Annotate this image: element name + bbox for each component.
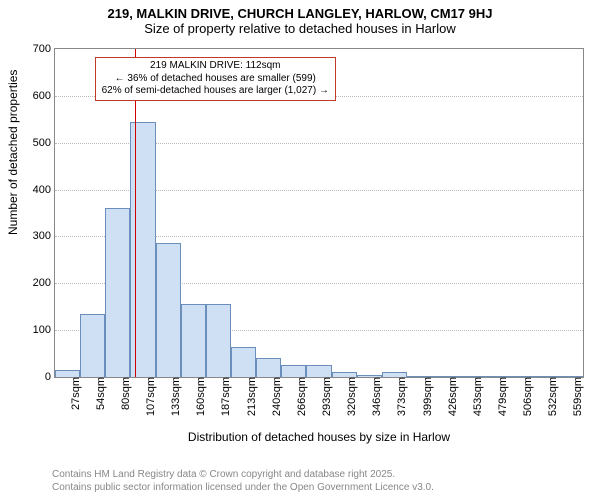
x-tick-label: 240sqm: [269, 377, 283, 416]
y-axis-label: Number of detached properties: [6, 70, 20, 235]
x-tick-label: 187sqm: [218, 377, 232, 416]
histogram-bar: [130, 122, 155, 377]
x-tick-label: 453sqm: [470, 377, 484, 416]
page-title-line1: 219, MALKIN DRIVE, CHURCH LANGLEY, HARLO…: [0, 0, 600, 21]
y-tick-label: 0: [21, 371, 55, 383]
x-tick-label: 426sqm: [445, 377, 459, 416]
histogram-bar: [281, 365, 306, 377]
x-tick-label: 479sqm: [495, 377, 509, 416]
y-tick-label: 400: [21, 184, 55, 196]
x-tick-label: 346sqm: [369, 377, 383, 416]
y-tick-label: 500: [21, 137, 55, 149]
x-tick-label: 293sqm: [319, 377, 333, 416]
plot-area: 010020030040050060070027sqm54sqm80sqm107…: [54, 48, 584, 378]
x-tick-label: 160sqm: [193, 377, 207, 416]
histogram-bar: [55, 370, 80, 377]
x-tick-label: 320sqm: [344, 377, 358, 416]
annotation-line: 219 MALKIN DRIVE: 112sqm: [102, 60, 329, 73]
x-axis-label: Distribution of detached houses by size …: [54, 430, 584, 444]
x-tick-label: 213sqm: [244, 377, 258, 416]
annotation-line: ← 36% of detached houses are smaller (59…: [102, 73, 329, 86]
y-tick-label: 200: [21, 277, 55, 289]
histogram-bar: [156, 243, 181, 377]
histogram-bar: [306, 365, 331, 377]
y-tick-label: 700: [21, 43, 55, 55]
chart-container: Number of detached properties 0100200300…: [0, 42, 600, 442]
histogram-bar: [80, 314, 105, 377]
x-tick-label: 54sqm: [93, 377, 107, 410]
x-tick-label: 399sqm: [420, 377, 434, 416]
footer-attribution: Contains HM Land Registry data © Crown c…: [52, 469, 434, 494]
footer-line-2: Contains public sector information licen…: [52, 482, 434, 495]
histogram-bar: [206, 304, 231, 377]
x-tick-label: 107sqm: [143, 377, 157, 416]
x-tick-label: 133sqm: [168, 377, 182, 416]
histogram-bar: [181, 304, 206, 377]
footer-line-1: Contains HM Land Registry data © Crown c…: [52, 469, 434, 482]
y-tick-label: 600: [21, 90, 55, 102]
x-tick-label: 506sqm: [520, 377, 534, 416]
x-tick-label: 373sqm: [394, 377, 408, 416]
annotation-box: 219 MALKIN DRIVE: 112sqm← 36% of detache…: [95, 57, 336, 101]
histogram-bar: [105, 208, 130, 377]
y-tick-label: 300: [21, 230, 55, 242]
histogram-bar: [231, 347, 256, 377]
page-title-line2: Size of property relative to detached ho…: [0, 21, 600, 38]
x-tick-label: 266sqm: [294, 377, 308, 416]
x-tick-label: 532sqm: [545, 377, 559, 416]
annotation-line: 62% of semi-detached houses are larger (…: [102, 85, 329, 98]
x-tick-label: 559sqm: [570, 377, 584, 416]
x-tick-label: 80sqm: [118, 377, 132, 410]
histogram-bar: [256, 358, 281, 377]
y-tick-label: 100: [21, 324, 55, 336]
x-tick-label: 27sqm: [68, 377, 82, 410]
